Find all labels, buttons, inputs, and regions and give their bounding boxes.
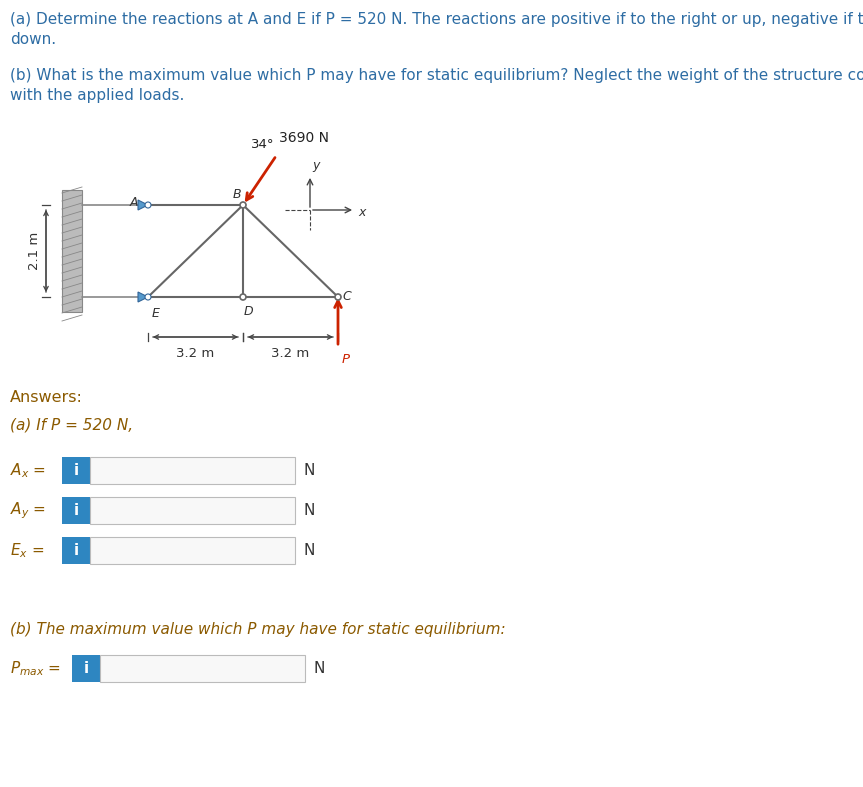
Text: (a) If P = 520 N,: (a) If P = 520 N, (10, 418, 133, 433)
Text: $P_{max}$ =: $P_{max}$ = (10, 660, 61, 678)
FancyBboxPatch shape (90, 457, 295, 484)
Text: 2.1 m: 2.1 m (28, 232, 41, 270)
Text: C: C (342, 290, 350, 302)
Circle shape (145, 202, 151, 208)
Text: Answers:: Answers: (10, 390, 83, 405)
Text: 3.2 m: 3.2 m (176, 347, 215, 360)
FancyBboxPatch shape (100, 655, 305, 682)
Text: $E_x$ =: $E_x$ = (10, 541, 44, 560)
Circle shape (240, 202, 246, 208)
Text: D: D (244, 305, 254, 318)
Text: $A_x$ =: $A_x$ = (10, 461, 46, 480)
Circle shape (145, 294, 151, 300)
Text: N: N (313, 661, 324, 676)
Polygon shape (138, 200, 148, 210)
FancyBboxPatch shape (90, 497, 295, 524)
Text: i: i (73, 543, 79, 558)
Text: A: A (130, 197, 138, 209)
Text: (b) The maximum value which P may have for static equilibrium:: (b) The maximum value which P may have f… (10, 622, 506, 637)
FancyBboxPatch shape (72, 655, 100, 682)
Text: 3690 N: 3690 N (279, 131, 329, 146)
Circle shape (335, 294, 341, 300)
Text: $A_y$ =: $A_y$ = (10, 501, 46, 521)
Text: i: i (73, 463, 79, 478)
Text: N: N (303, 543, 314, 558)
Text: N: N (303, 503, 314, 518)
Text: with the applied loads.: with the applied loads. (10, 88, 185, 103)
Polygon shape (138, 292, 148, 302)
Text: i: i (84, 661, 89, 676)
Text: 34°: 34° (251, 139, 274, 151)
Text: B: B (232, 188, 241, 201)
FancyBboxPatch shape (90, 537, 295, 564)
Text: 3.2 m: 3.2 m (271, 347, 310, 360)
FancyBboxPatch shape (62, 537, 90, 564)
Text: E: E (152, 307, 160, 320)
Text: y: y (312, 159, 319, 172)
Circle shape (240, 294, 246, 300)
Text: N: N (303, 463, 314, 478)
Text: (b) What is the maximum value which P may have for static equilibrium? Neglect t: (b) What is the maximum value which P ma… (10, 68, 863, 83)
Text: down.: down. (10, 32, 56, 47)
Text: (a) Determine the reactions at A and E if P = 520 N. The reactions are positive : (a) Determine the reactions at A and E i… (10, 12, 863, 27)
Bar (62, 190, 82, 312)
FancyBboxPatch shape (62, 457, 90, 484)
Text: i: i (73, 503, 79, 518)
Text: P: P (342, 353, 350, 366)
Text: x: x (358, 205, 365, 219)
FancyBboxPatch shape (62, 497, 90, 524)
